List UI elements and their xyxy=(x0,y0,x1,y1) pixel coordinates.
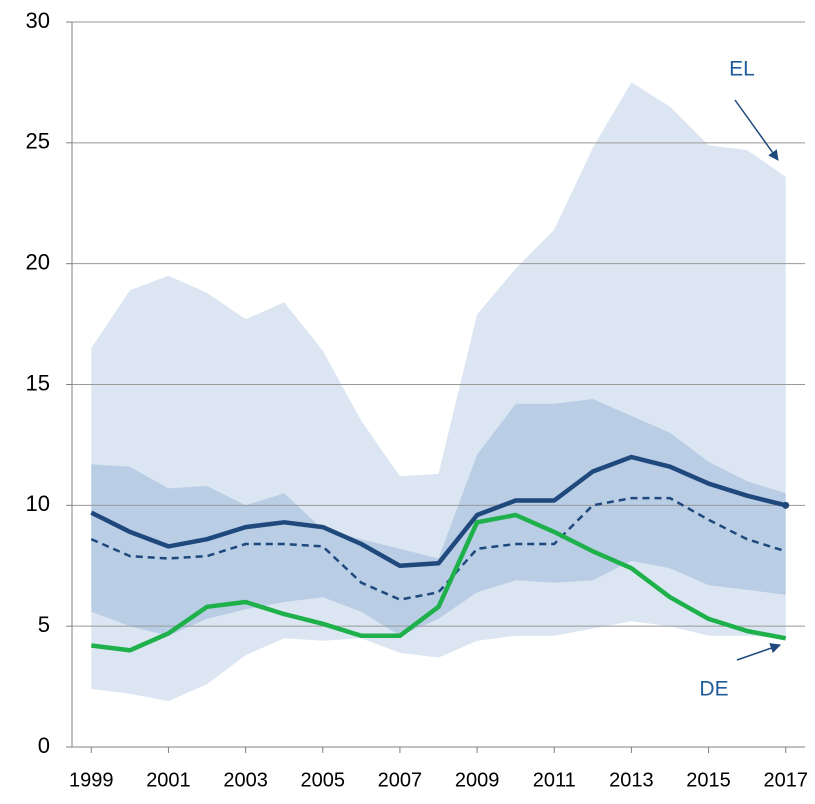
x-tick-label: 2001 xyxy=(146,769,191,791)
x-tick-label: 2003 xyxy=(223,769,268,791)
end-marker xyxy=(782,501,790,509)
x-tick-label: 2007 xyxy=(378,769,423,791)
series-line xyxy=(91,512,787,653)
y-tick-label: 15 xyxy=(26,370,50,395)
x-tick-label: 1999 xyxy=(69,769,114,791)
y-tick-label: 5 xyxy=(38,612,50,637)
y-tick-label: 0 xyxy=(38,733,50,758)
x-tick-label: 2015 xyxy=(686,769,731,791)
annotation: DE xyxy=(699,678,728,701)
y-tick-label: 20 xyxy=(26,249,50,274)
x-tick-label: 2013 xyxy=(609,769,654,791)
x-tick-label: 2011 xyxy=(533,769,576,791)
x-tick-label: 2017 xyxy=(763,769,808,791)
y-tick-label: 30 xyxy=(26,8,50,33)
band-area xyxy=(91,399,786,636)
annotation: EL xyxy=(729,58,755,81)
x-tick-label: 2009 xyxy=(455,769,500,791)
series-line xyxy=(90,454,787,569)
y-tick-label: 10 xyxy=(26,491,50,516)
grid xyxy=(66,21,805,753)
x-tick-label: 2005 xyxy=(301,769,346,791)
series-line xyxy=(90,496,787,601)
lines xyxy=(90,454,790,653)
bands xyxy=(91,82,786,702)
y-tick-label: 25 xyxy=(26,129,50,154)
annotation-arrow xyxy=(736,643,781,661)
annotation-arrow xyxy=(734,99,779,161)
